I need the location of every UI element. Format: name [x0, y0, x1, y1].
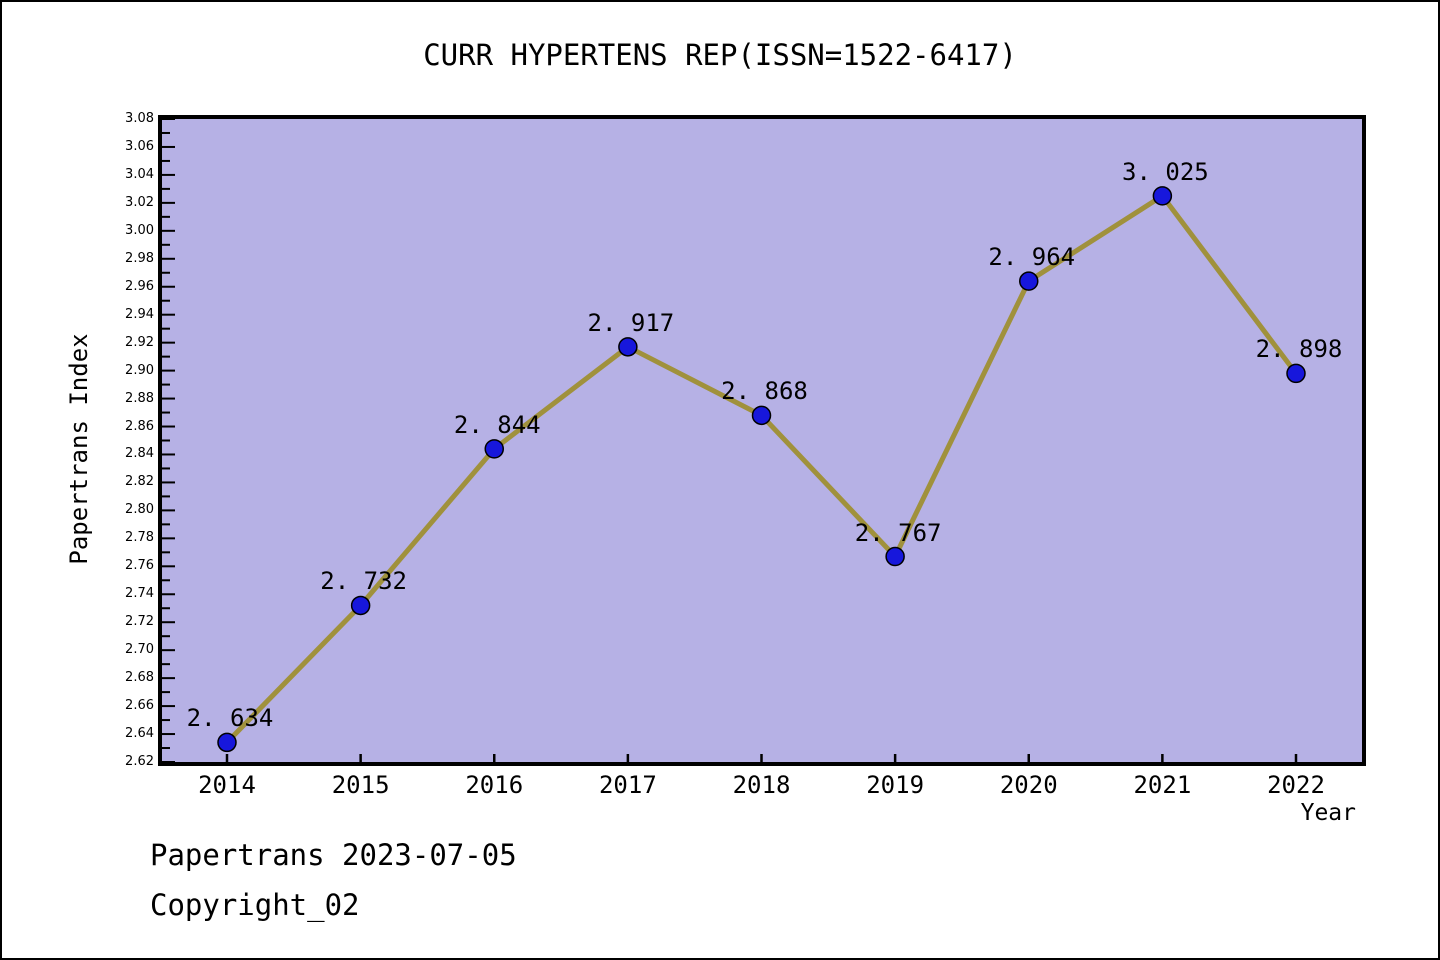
- plot-area: [158, 115, 1366, 766]
- data-point-label: 2. 898: [1255, 335, 1343, 364]
- data-point-label: 2. 917: [587, 308, 675, 337]
- y-tick-label: 2.82: [125, 474, 154, 490]
- data-point: [1152, 186, 1173, 206]
- plot-svg: [162, 119, 1306, 762]
- y-tick-label: 2.74: [125, 586, 154, 602]
- y-tick-label: 2.76: [125, 558, 154, 574]
- x-tick-label: 2022: [1267, 771, 1325, 799]
- data-point-label: 2. 767: [854, 518, 942, 547]
- y-tick-label: 2.98: [125, 250, 154, 266]
- footer-copyright: Copyright_02: [150, 888, 360, 922]
- data-point: [618, 337, 638, 357]
- y-tick-label: 2.70: [125, 642, 154, 658]
- series-line: [224, 193, 1299, 745]
- y-tick-label: 3.04: [125, 166, 154, 182]
- x-axis-title: Year: [1300, 800, 1356, 826]
- x-tick-label: 2020: [999, 771, 1058, 799]
- x-tick-label: 2019: [866, 771, 925, 799]
- y-tick-label: 2.84: [125, 446, 154, 462]
- data-point: [217, 732, 237, 753]
- y-axis-title: Papertrans Index: [65, 333, 93, 565]
- y-tick-label: 3.06: [125, 138, 154, 154]
- data-point-label: 2. 732: [320, 567, 407, 596]
- x-tick-label: 2016: [465, 771, 524, 799]
- data-point-label: 3. 025: [1122, 157, 1209, 186]
- y-tick-label: 2.92: [125, 334, 154, 350]
- y-tick-label: 2.96: [125, 278, 154, 294]
- y-tick-label: 2.94: [125, 306, 154, 322]
- y-tick-label: 3.08: [125, 111, 154, 126]
- data-point: [751, 405, 772, 426]
- data-point: [350, 595, 371, 616]
- y-tick-label: 2.64: [125, 726, 154, 742]
- chart-title: CURR HYPERTENS REP(ISSN=1522-6417): [423, 38, 1017, 72]
- data-point: [885, 546, 905, 567]
- x-tick-label: 2014: [198, 771, 256, 799]
- y-tick-label: 2.90: [125, 362, 154, 378]
- x-tick-label: 2021: [1133, 771, 1192, 799]
- x-tick-label: 2015: [331, 771, 390, 799]
- data-point: [1019, 271, 1039, 291]
- y-tick-label: 3.02: [125, 194, 154, 210]
- y-tick-label: 2.80: [125, 502, 154, 518]
- y-tick-label: 2.72: [125, 614, 154, 630]
- x-tick-label: 2018: [732, 771, 791, 799]
- data-point: [484, 439, 504, 459]
- x-tick-label: 2017: [598, 771, 657, 799]
- y-tick-label: 2.66: [125, 698, 154, 714]
- y-tick-label: 3.00: [125, 222, 154, 238]
- data-point-label: 2. 964: [988, 243, 1076, 272]
- data-point-label: 2. 844: [453, 410, 541, 439]
- y-tick-label: 2.62: [125, 754, 154, 769]
- footer-source-date: Papertrans 2023-07-05: [150, 838, 517, 872]
- data-point: [1286, 363, 1306, 384]
- y-tick-label: 2.78: [125, 530, 154, 546]
- data-point-label: 2. 634: [186, 704, 274, 733]
- y-tick-label: 2.86: [125, 418, 154, 434]
- data-point-label: 2. 868: [721, 377, 808, 406]
- y-tick-label: 2.68: [125, 670, 154, 686]
- y-tick-label: 2.88: [125, 390, 154, 406]
